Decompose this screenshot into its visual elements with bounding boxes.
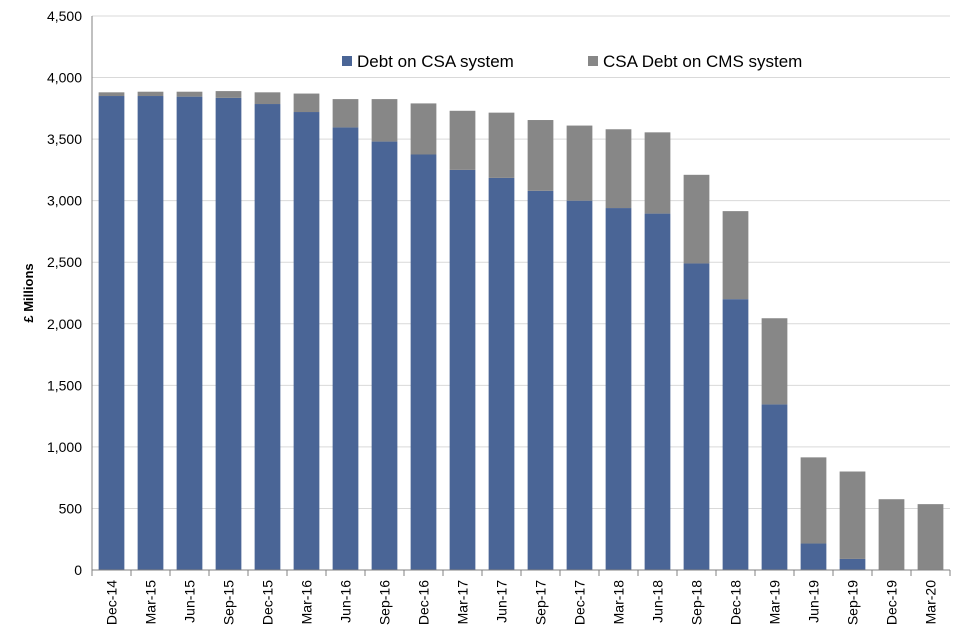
- y-tick-label: 4,000: [47, 70, 82, 86]
- bar-cms-system: [917, 504, 944, 570]
- x-tick-label: Sep-15: [221, 580, 237, 625]
- x-tick-label: Sep-16: [377, 580, 393, 625]
- legend-swatch: [342, 56, 352, 66]
- x-tick-label: Mar-18: [611, 580, 627, 625]
- bar-csa-system: [683, 263, 710, 570]
- y-tick-label: 0: [74, 562, 82, 578]
- x-tick-label: Sep-19: [845, 580, 861, 625]
- bar-cms-system: [839, 471, 866, 559]
- bar-csa-system: [605, 208, 632, 570]
- x-tick-label: Mar-17: [455, 580, 471, 625]
- x-tick-label: Dec-16: [416, 580, 432, 625]
- x-tick-label: Jun-19: [806, 580, 822, 623]
- legend: Debt on CSA system CSA Debt on CMS system: [342, 52, 802, 71]
- bar-csa-system: [800, 543, 827, 570]
- bar-cms-system: [410, 103, 437, 155]
- x-tick-labels: Dec-14 Mar-15 Jun-15 Sep-15 Dec-15 Mar-16 Jun-…: [104, 580, 939, 625]
- bar-csa-system: [410, 154, 437, 570]
- y-tick-label: 1,000: [47, 439, 82, 455]
- bar-cms-system: [137, 91, 164, 97]
- bar-cms-system: [332, 99, 359, 128]
- bar-cms-system: [800, 457, 827, 544]
- legend-swatch: [588, 56, 598, 66]
- x-tick-label: Jun-18: [650, 580, 666, 623]
- x-tick-label: Sep-17: [533, 580, 549, 625]
- bar-cms-system: [878, 499, 905, 570]
- bar-cms-system: [98, 92, 125, 97]
- y-tick-labels: 0 500 1,000 1,500 2,000 2,500 3,000 3,500 4,000 4…: [47, 8, 82, 578]
- bar-csa-system: [137, 96, 164, 571]
- bar-cms-system: [176, 91, 203, 97]
- bar-csa-system: [839, 558, 866, 570]
- bar-csa-system: [488, 177, 515, 570]
- bar-csa-system: [449, 169, 476, 570]
- bar-csa-system: [215, 97, 242, 570]
- y-axis-title: £ Millions: [21, 263, 36, 322]
- bar-csa-system: [254, 104, 281, 570]
- y-tick-label: 1,500: [47, 377, 82, 393]
- bar-cms-system: [527, 120, 554, 191]
- x-tick-label: Mar-16: [299, 580, 315, 625]
- bar-csa-system: [176, 96, 203, 570]
- y-tick-label: 500: [59, 500, 83, 516]
- bar-csa-system: [371, 141, 398, 570]
- bar-cms-system: [761, 318, 788, 405]
- bar-cms-system: [371, 99, 398, 142]
- x-tick-label: Dec-17: [572, 580, 588, 625]
- bar-csa-system: [332, 127, 359, 570]
- y-tick-label: 2,000: [47, 316, 82, 332]
- bar-cms-system: [488, 112, 515, 178]
- bar-cms-system: [722, 211, 749, 300]
- x-tick-label: Sep-18: [689, 580, 705, 625]
- bar-csa-system: [527, 190, 554, 570]
- x-tick-label: Mar-15: [143, 580, 159, 625]
- bar-csa-system: [722, 299, 749, 570]
- x-tick-label: Mar-20: [923, 580, 939, 625]
- bar-cms-system: [605, 129, 632, 209]
- bar-csa-system: [566, 200, 593, 570]
- x-tick-label: Dec-14: [104, 580, 120, 625]
- bar-csa-system: [98, 96, 125, 571]
- x-tick-label: Jun-16: [338, 580, 354, 623]
- bars: [98, 91, 944, 571]
- bar-cms-system: [683, 174, 710, 264]
- bar-cms-system: [293, 93, 320, 113]
- y-tick-label: 4,500: [47, 8, 82, 24]
- bar-csa-system: [293, 112, 320, 570]
- bar-cms-system: [566, 125, 593, 201]
- x-tick-label: Mar-19: [767, 580, 783, 625]
- x-tick-label: Jun-17: [494, 580, 510, 623]
- y-tick-label: 3,000: [47, 193, 82, 209]
- bar-cms-system: [644, 132, 671, 214]
- bar-csa-system: [644, 213, 671, 571]
- x-tick-label: Jun-15: [182, 580, 198, 623]
- x-tick-label: Dec-15: [260, 580, 276, 625]
- bar-cms-system: [449, 110, 476, 170]
- legend-label: CSA Debt on CMS system: [603, 52, 802, 71]
- legend-label: Debt on CSA system: [357, 52, 514, 71]
- y-tick-label: 2,500: [47, 254, 82, 270]
- x-tick-label: Dec-18: [728, 580, 744, 625]
- x-tick-label: Dec-19: [884, 580, 900, 625]
- y-tick-label: 3,500: [47, 131, 82, 147]
- bar-csa-system: [761, 404, 788, 570]
- axes: [91, 16, 951, 576]
- bar-cms-system: [254, 92, 281, 105]
- bar-cms-system: [215, 91, 242, 98]
